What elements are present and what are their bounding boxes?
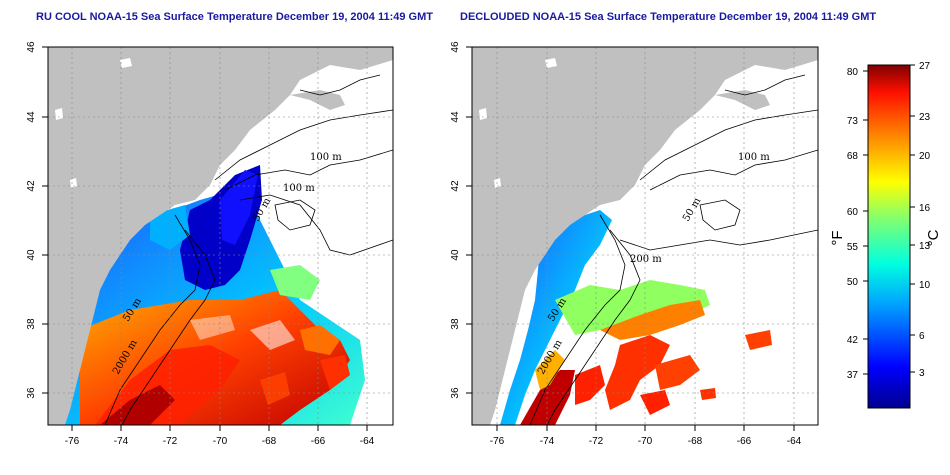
left-lake — [70, 178, 77, 188]
left-contour-label: 100 m — [283, 183, 315, 194]
celsius-tick-label: 20 — [919, 151, 931, 162]
right-lat-tick-label: 40 — [450, 249, 461, 261]
left-lat-tick-label: 46 — [26, 41, 37, 53]
left-map-title: RU COOL NOAA-15 Sea Surface Temperature … — [36, 11, 433, 23]
right-contour-label: 200 m — [630, 254, 662, 265]
fahrenheit-unit-label: °F — [829, 230, 846, 245]
right-ticks — [466, 46, 795, 431]
left-lon-tick-label: -72 — [163, 436, 178, 447]
colorbar-ticks — [863, 64, 915, 375]
right-lat-tick-label: 44 — [450, 111, 461, 123]
left-graticule — [48, 47, 393, 425]
left-ticks — [42, 46, 368, 431]
left-lat-tick-label: 36 — [26, 387, 37, 399]
right-bathymetry-contours — [529, 74, 818, 425]
right-lon-tick-label: -72 — [589, 436, 604, 447]
celsius-tick-label: 10 — [919, 280, 931, 291]
left-lat-tick-label: 42 — [26, 180, 37, 192]
celsius-tick-label: 3 — [919, 368, 925, 379]
right-lon-tick-label: -66 — [737, 436, 752, 447]
fahrenheit-tick-label: 55 — [847, 242, 859, 253]
fahrenheit-tick-label: 80 — [847, 67, 859, 78]
right-lat-tick-label: 42 — [450, 180, 461, 192]
right-lat-tick-label: 36 — [450, 387, 461, 399]
right-contour-label: 100 m — [738, 152, 770, 163]
celsius-tick-label: 16 — [919, 203, 931, 214]
left-lat-tick-label: 44 — [26, 111, 37, 123]
left-lon-tick-label: -64 — [360, 436, 375, 447]
right-lon-tick-label: -64 — [787, 436, 802, 447]
fahrenheit-tick-label: 68 — [847, 151, 859, 162]
celsius-tick-label: 23 — [919, 112, 931, 123]
right-graticule — [472, 47, 818, 425]
right-lon-tick-label: -68 — [688, 436, 703, 447]
left-bathymetry-contours — [104, 74, 393, 425]
fahrenheit-tick-label: 60 — [847, 207, 859, 218]
right-lake — [545, 58, 557, 68]
left-lon-tick-label: -76 — [65, 436, 80, 447]
celsius-unit-label: °C — [925, 229, 942, 246]
left-map: 100 m 100 m 50 m 50 m 2000 m -76 -74 -72… — [26, 41, 394, 447]
left-lon-tick-label: -70 — [213, 436, 228, 447]
left-lon-tick-label: -74 — [114, 436, 129, 447]
fahrenheit-tick-label: 42 — [847, 335, 859, 346]
temperature-colorbar: 80 73 68 60 55 50 42 37 27 23 20 16 13 1… — [829, 61, 942, 409]
right-map-title: DECLOUDED NOAA-15 Sea Surface Temperatur… — [460, 11, 877, 23]
left-lake — [55, 108, 63, 120]
left-lake — [120, 58, 132, 68]
left-lat-tick-label: 40 — [26, 249, 37, 261]
right-lat-tick-label: 38 — [450, 318, 461, 330]
left-lat-tick-label: 38 — [26, 318, 37, 330]
right-lake — [494, 178, 501, 188]
right-lon-tick-label: -76 — [490, 436, 505, 447]
right-sst-field — [490, 210, 772, 425]
left-sst-field — [48, 165, 365, 425]
right-lon-tick-label: -70 — [638, 436, 653, 447]
left-lon-tick-label: -66 — [311, 436, 326, 447]
left-nova-scotia — [290, 90, 345, 110]
left-lon-tick-label: -68 — [262, 436, 277, 447]
celsius-tick-label: 6 — [919, 331, 925, 342]
fahrenheit-tick-label: 73 — [847, 116, 859, 127]
fahrenheit-tick-label: 37 — [847, 370, 859, 381]
right-lat-tick-label: 46 — [450, 41, 461, 53]
celsius-tick-label: 27 — [919, 61, 931, 72]
fahrenheit-tick-label: 50 — [847, 277, 859, 288]
celsius-tick-label: 13 — [919, 241, 931, 252]
right-nova-scotia — [715, 90, 770, 110]
left-land-mass — [48, 47, 393, 425]
right-land-mass — [472, 47, 818, 425]
right-lon-tick-label: -74 — [540, 436, 555, 447]
left-contour-label: 100 m — [310, 152, 342, 163]
right-lake — [479, 108, 487, 120]
right-map: 100 m 50 m 200 m 50 m 2000 m -76 -74 -72… — [450, 41, 819, 447]
colorbar-gradient — [867, 64, 911, 409]
